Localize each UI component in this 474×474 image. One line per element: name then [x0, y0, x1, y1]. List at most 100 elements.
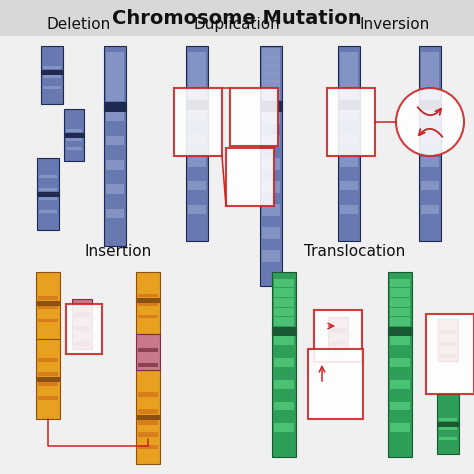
Bar: [72, 299, 92, 349]
Bar: [188, 80, 206, 90]
Bar: [390, 317, 410, 326]
Bar: [66, 304, 102, 354]
Bar: [41, 70, 63, 74]
Bar: [37, 192, 59, 196]
Bar: [188, 52, 206, 61]
Bar: [136, 334, 160, 370]
Bar: [274, 288, 294, 297]
Bar: [106, 81, 124, 91]
Bar: [390, 298, 410, 307]
Bar: [38, 296, 58, 300]
Bar: [440, 342, 456, 346]
Bar: [439, 418, 457, 421]
Text: Insertion: Insertion: [84, 245, 152, 259]
Bar: [390, 337, 410, 345]
Bar: [438, 319, 458, 361]
Bar: [0, 0, 474, 36]
Bar: [138, 315, 158, 318]
Bar: [186, 46, 208, 241]
Bar: [262, 136, 280, 147]
Bar: [39, 210, 57, 213]
Bar: [340, 157, 358, 166]
Bar: [136, 272, 160, 334]
Bar: [340, 80, 358, 90]
Bar: [419, 46, 441, 241]
Bar: [262, 228, 280, 239]
Bar: [260, 100, 282, 111]
Bar: [136, 415, 160, 419]
Bar: [106, 52, 124, 62]
Bar: [188, 134, 206, 143]
Text: Inversion: Inversion: [360, 17, 430, 31]
Bar: [38, 306, 58, 309]
Bar: [330, 354, 346, 358]
Text: Translocation: Translocation: [304, 245, 406, 259]
Bar: [262, 47, 280, 59]
Bar: [308, 349, 363, 419]
Bar: [421, 204, 439, 214]
Bar: [106, 136, 124, 146]
Bar: [437, 394, 459, 454]
Bar: [340, 61, 358, 71]
Bar: [437, 422, 459, 426]
Bar: [104, 46, 126, 246]
Bar: [106, 62, 124, 71]
Bar: [36, 272, 60, 340]
Bar: [340, 134, 358, 143]
Bar: [36, 377, 60, 381]
Bar: [74, 312, 90, 317]
Bar: [390, 288, 410, 297]
Bar: [272, 327, 296, 336]
Bar: [138, 348, 158, 352]
Bar: [38, 319, 58, 322]
Bar: [330, 341, 346, 346]
Bar: [439, 438, 457, 440]
Bar: [188, 204, 206, 214]
Bar: [188, 90, 206, 99]
Bar: [188, 61, 206, 71]
Bar: [314, 310, 362, 362]
Bar: [340, 110, 358, 119]
Bar: [388, 327, 412, 336]
Bar: [440, 354, 456, 358]
Bar: [340, 204, 358, 214]
Bar: [66, 147, 82, 150]
Bar: [262, 72, 280, 83]
Bar: [106, 72, 124, 81]
Bar: [64, 133, 84, 137]
Bar: [38, 358, 58, 362]
Bar: [440, 330, 456, 334]
Bar: [390, 308, 410, 316]
Bar: [272, 272, 296, 457]
Bar: [262, 158, 280, 170]
Bar: [38, 372, 58, 376]
Bar: [66, 138, 82, 141]
Bar: [388, 272, 412, 457]
Bar: [390, 279, 410, 287]
Bar: [260, 46, 282, 286]
Bar: [74, 326, 90, 331]
Bar: [138, 432, 158, 437]
Bar: [36, 301, 60, 305]
Bar: [43, 75, 61, 78]
Bar: [340, 181, 358, 190]
Bar: [104, 101, 126, 110]
Bar: [106, 184, 124, 194]
Bar: [138, 294, 158, 297]
Bar: [174, 88, 222, 156]
Bar: [138, 303, 158, 306]
Bar: [262, 204, 280, 216]
Bar: [328, 317, 348, 361]
Bar: [421, 71, 439, 80]
Text: Deletion: Deletion: [47, 17, 111, 31]
Bar: [421, 80, 439, 90]
Bar: [274, 279, 294, 287]
Bar: [330, 328, 346, 333]
Bar: [36, 339, 60, 419]
Bar: [188, 110, 206, 119]
Bar: [327, 88, 375, 156]
Bar: [136, 370, 160, 464]
Bar: [274, 317, 294, 326]
Bar: [188, 157, 206, 166]
Bar: [106, 91, 124, 100]
